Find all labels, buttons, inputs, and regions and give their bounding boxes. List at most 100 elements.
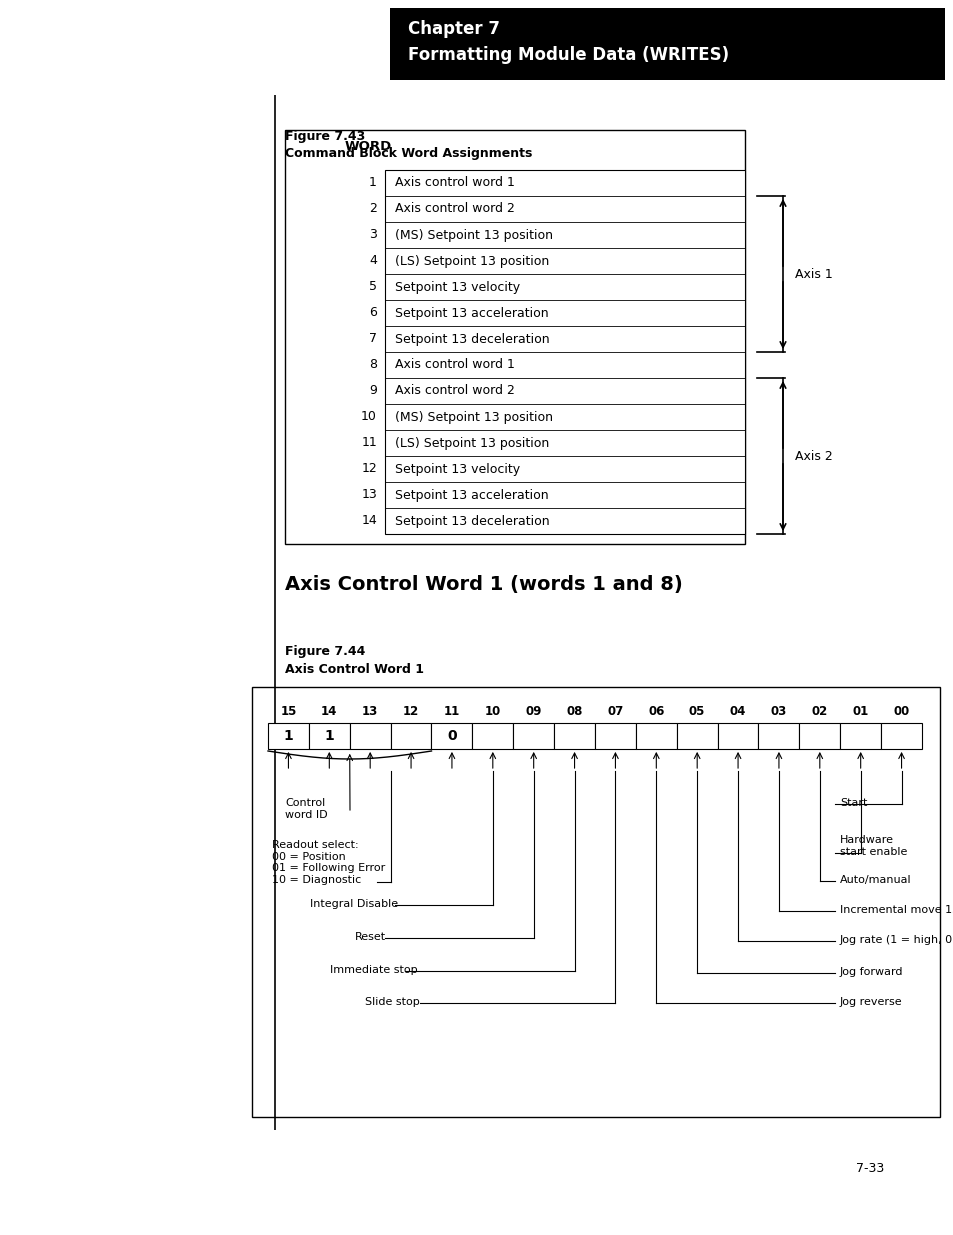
- Bar: [350, 722, 390, 748]
- Text: 0: 0: [447, 729, 456, 743]
- Text: Integral Disable: Integral Disable: [310, 899, 397, 909]
- Text: 14: 14: [361, 515, 376, 527]
- Text: 05: 05: [688, 705, 704, 718]
- Text: Setpoint 13 acceleration: Setpoint 13 acceleration: [395, 489, 548, 501]
- Bar: [514, 724, 553, 748]
- Text: Command Block Word Assignments: Command Block Word Assignments: [285, 147, 532, 161]
- Bar: [758, 722, 799, 748]
- Text: (LS) Setpoint 13 position: (LS) Setpoint 13 position: [395, 436, 549, 450]
- Bar: [676, 722, 717, 748]
- Bar: [554, 724, 594, 748]
- Bar: [799, 724, 839, 748]
- Text: (MS) Setpoint 13 position: (MS) Setpoint 13 position: [395, 228, 553, 242]
- Text: Hardware
start enable: Hardware start enable: [840, 835, 906, 857]
- Bar: [473, 724, 512, 748]
- Bar: [840, 724, 880, 748]
- Bar: [252, 687, 939, 1116]
- Text: 10: 10: [484, 705, 500, 718]
- Bar: [677, 724, 717, 748]
- Text: Figure 7.43: Figure 7.43: [285, 130, 365, 143]
- Text: 00: 00: [893, 705, 909, 718]
- Bar: [431, 722, 472, 748]
- Text: 11: 11: [361, 436, 376, 450]
- Text: 6: 6: [369, 306, 376, 320]
- Bar: [513, 722, 554, 748]
- Text: 2: 2: [369, 203, 376, 215]
- Text: Axis control word 1: Axis control word 1: [395, 358, 515, 372]
- Text: Incremental move 13: Incremental move 13: [840, 905, 953, 915]
- Text: 1: 1: [283, 729, 293, 743]
- Text: 10: 10: [361, 410, 376, 424]
- Text: 7: 7: [369, 332, 376, 346]
- Bar: [595, 722, 636, 748]
- Text: Axis control word 2: Axis control word 2: [395, 203, 515, 215]
- Text: 3: 3: [369, 228, 376, 242]
- Text: Control
word ID: Control word ID: [285, 798, 327, 820]
- Text: 8: 8: [369, 358, 376, 372]
- Text: 09: 09: [525, 705, 541, 718]
- Text: (MS) Setpoint 13 position: (MS) Setpoint 13 position: [395, 410, 553, 424]
- Bar: [636, 722, 676, 748]
- Text: 01: 01: [852, 705, 868, 718]
- Bar: [390, 7, 944, 80]
- Text: 06: 06: [647, 705, 664, 718]
- Bar: [717, 722, 758, 748]
- Text: Slide stop: Slide stop: [365, 997, 419, 1007]
- Text: Jog forward: Jog forward: [840, 967, 902, 977]
- Text: Axis Control Word 1 (words 1 and 8): Axis Control Word 1 (words 1 and 8): [285, 576, 682, 594]
- Text: 1: 1: [369, 177, 376, 189]
- Text: 14: 14: [321, 705, 337, 718]
- Text: Axis control word 1: Axis control word 1: [395, 177, 515, 189]
- Bar: [285, 130, 744, 543]
- Text: Chapter 7: Chapter 7: [408, 20, 499, 38]
- Text: 9: 9: [369, 384, 376, 398]
- Text: Setpoint 13 acceleration: Setpoint 13 acceleration: [395, 306, 548, 320]
- Bar: [636, 724, 676, 748]
- Text: 5: 5: [369, 280, 376, 294]
- Text: 07: 07: [607, 705, 623, 718]
- Text: Setpoint 13 deceleration: Setpoint 13 deceleration: [395, 515, 549, 527]
- Text: 12: 12: [402, 705, 418, 718]
- Text: Setpoint 13 velocity: Setpoint 13 velocity: [395, 462, 519, 475]
- Text: Reset: Reset: [355, 932, 386, 942]
- Bar: [390, 722, 431, 748]
- Bar: [268, 722, 309, 748]
- Text: Axis Control Word 1: Axis Control Word 1: [285, 663, 423, 676]
- Text: 4: 4: [369, 254, 376, 268]
- Bar: [391, 724, 431, 748]
- Text: WORD: WORD: [345, 140, 392, 153]
- Bar: [881, 722, 921, 748]
- Text: Axis control word 2: Axis control word 2: [395, 384, 515, 398]
- Text: 03: 03: [770, 705, 786, 718]
- Text: Auto/manual: Auto/manual: [840, 876, 911, 885]
- Text: Start: Start: [840, 798, 866, 808]
- Text: Formatting Module Data (WRITES): Formatting Module Data (WRITES): [408, 46, 728, 64]
- Text: 11: 11: [443, 705, 459, 718]
- Text: 04: 04: [729, 705, 745, 718]
- Bar: [385, 170, 744, 534]
- Bar: [799, 722, 840, 748]
- Text: Jog reverse: Jog reverse: [840, 997, 902, 1007]
- Text: 15: 15: [280, 705, 296, 718]
- Text: 1: 1: [324, 729, 334, 743]
- Text: Axis 2: Axis 2: [794, 450, 832, 462]
- Bar: [718, 724, 758, 748]
- Text: Immediate stop: Immediate stop: [330, 965, 417, 974]
- Bar: [840, 722, 881, 748]
- Text: 13: 13: [361, 489, 376, 501]
- Text: Readout select:
00 = Position
01 = Following Error
10 = Diagnostic: Readout select: 00 = Position 01 = Follo…: [272, 840, 385, 884]
- Text: Figure 7.44: Figure 7.44: [285, 645, 365, 658]
- Bar: [309, 722, 350, 748]
- Text: Setpoint 13 deceleration: Setpoint 13 deceleration: [395, 332, 549, 346]
- Text: Setpoint 13 velocity: Setpoint 13 velocity: [395, 280, 519, 294]
- Text: 13: 13: [362, 705, 378, 718]
- Text: 02: 02: [811, 705, 827, 718]
- Text: 7-33: 7-33: [855, 1162, 883, 1174]
- Bar: [881, 724, 921, 748]
- Bar: [350, 724, 390, 748]
- Bar: [554, 722, 595, 748]
- Text: 08: 08: [566, 705, 582, 718]
- Text: (LS) Setpoint 13 position: (LS) Setpoint 13 position: [395, 254, 549, 268]
- Text: 12: 12: [361, 462, 376, 475]
- Text: Axis 1: Axis 1: [794, 268, 832, 280]
